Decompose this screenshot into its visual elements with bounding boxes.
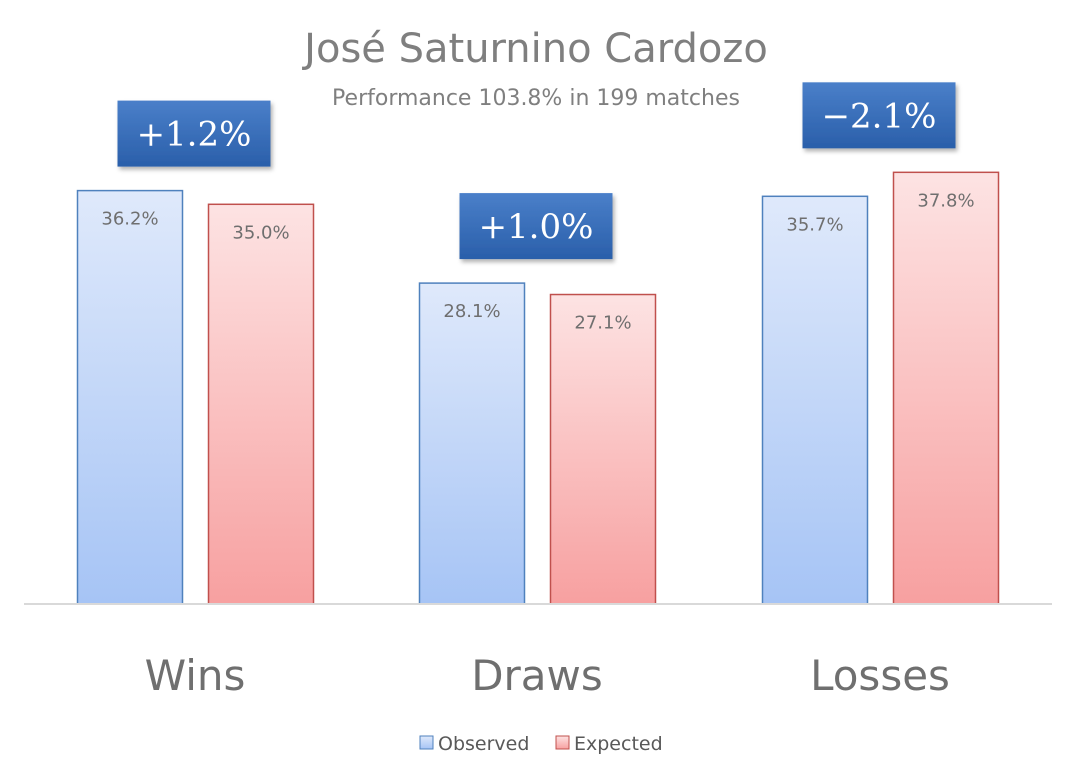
bars-group: 36.2% 35.0% 28.1% 27.1% 35.7% 37.8% [76,171,1000,605]
difference-callout-losses: −2.1% [802,82,956,149]
data-label-observed-wins: 36.2% [101,209,158,230]
legend-expected-swatch [555,735,570,750]
difference-label-draws: +1.0% [479,207,594,247]
difference-callouts: +1.2% +1.0% −2.1% [117,82,956,260]
legend-observed-label: Observed [438,733,529,755]
bar-expected-draws [549,293,657,605]
chart-subtitle: Performance 103.8% in 199 matches [332,86,740,111]
bar-observed-losses [761,195,869,605]
legend: Observed Expected [419,733,663,755]
legend-expected-label: Expected [574,733,663,755]
data-label-expected-wins: 35.0% [232,222,289,243]
difference-box-wins [117,100,271,167]
category-labels: Wins Draws Losses [145,651,950,700]
bar-expected-wins [207,203,315,605]
difference-label-wins: +1.2% [137,115,252,155]
data-label-observed-draws: 28.1% [443,301,500,322]
data-label-observed-losses: 35.7% [786,214,843,235]
difference-callout-wins: +1.2% [117,100,271,167]
difference-box-draws [459,193,613,260]
legend-observed-swatch [419,735,434,750]
bar-observed-draws [418,282,526,605]
difference-label-losses: −2.1% [822,96,937,136]
difference-box-losses [802,82,956,149]
chart-title: José Saturnino Cardozo [301,26,768,72]
difference-callout-draws: +1.0% [459,193,613,260]
data-label-expected-draws: 27.1% [574,313,631,334]
bar-observed-wins [76,189,184,605]
category-label-draws: Draws [471,651,603,700]
data-label-expected-losses: 37.8% [917,190,974,211]
category-label-wins: Wins [145,651,246,700]
category-label-losses: Losses [810,651,950,700]
bar-expected-losses [892,171,1000,605]
